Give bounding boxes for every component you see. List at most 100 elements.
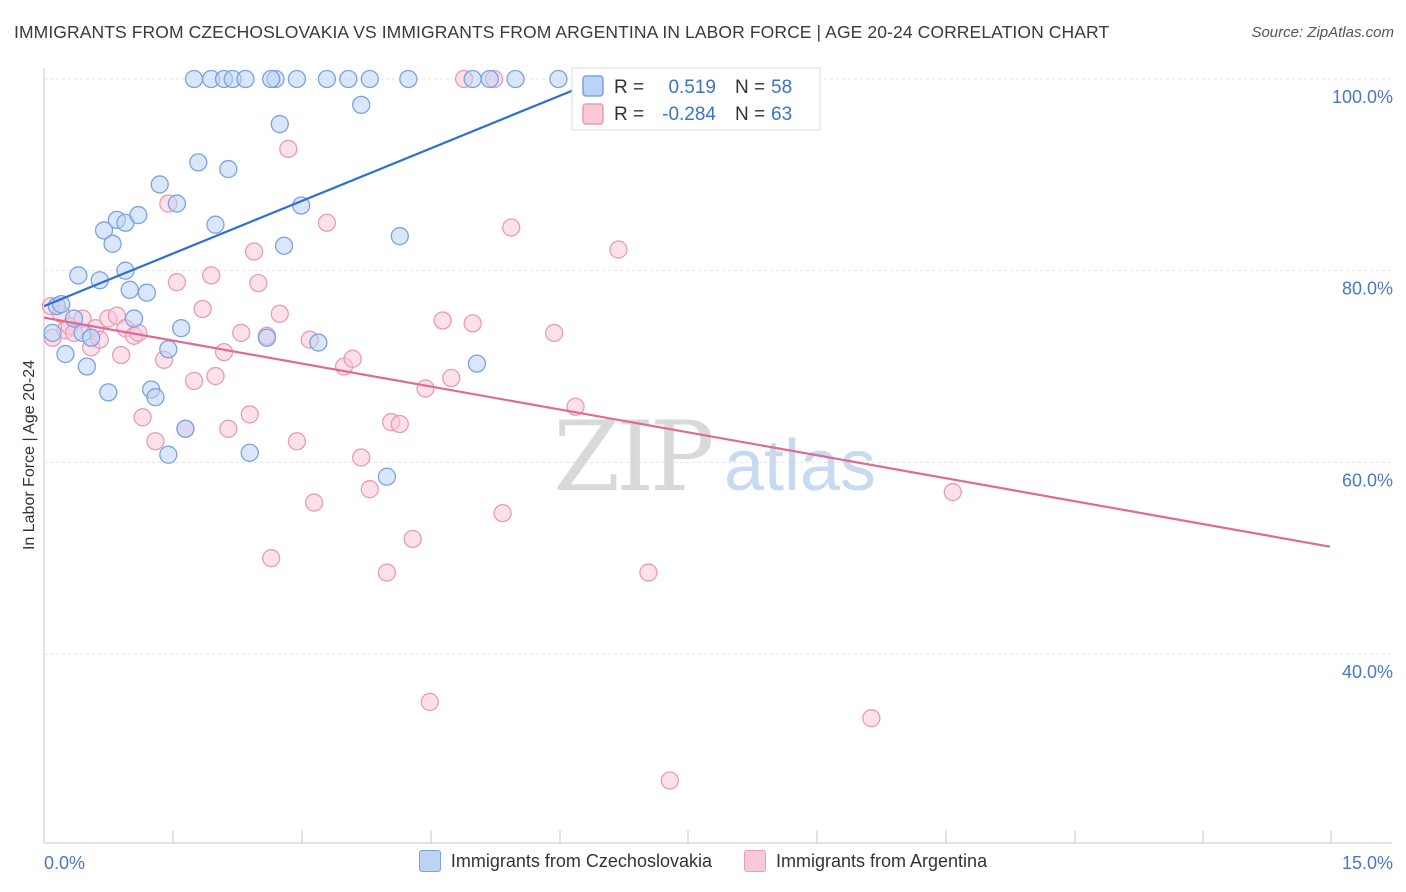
data-point — [99, 383, 118, 402]
data-point — [317, 69, 337, 89]
data-point — [249, 273, 268, 293]
series-legend: Immigrants from Czechoslovakia Immigrant… — [0, 850, 1406, 872]
source-label: Source: ZipAtlas.com — [1251, 24, 1394, 41]
data-point — [493, 503, 512, 523]
legend-n-value-2: 63 — [771, 104, 792, 125]
data-point — [159, 340, 178, 359]
y-tick-labels: 40.0% 60.0% 80.0% 100.0% — [1332, 87, 1393, 682]
data-point — [146, 432, 165, 451]
y-tick-label: 40.0% — [1342, 662, 1393, 682]
data-point — [480, 69, 499, 89]
data-point — [287, 432, 307, 451]
data-point — [442, 368, 461, 388]
y-tick-label: 60.0% — [1342, 470, 1393, 490]
data-point — [343, 349, 362, 368]
legend-swatch-blue — [582, 75, 604, 97]
data-point — [262, 69, 281, 89]
data-point — [377, 467, 397, 486]
legend-n-label-1: N = — [735, 77, 765, 98]
legend-r-label-1: R = — [614, 77, 644, 98]
axes — [43, 68, 1392, 844]
data-point — [129, 205, 148, 225]
trend-line-czechoslovakia — [43, 76, 606, 308]
data-point — [244, 242, 264, 261]
data-point — [172, 319, 191, 338]
data-point — [206, 215, 225, 234]
series-czechoslovakia-points — [43, 69, 628, 486]
data-point — [184, 69, 204, 89]
data-point — [360, 480, 379, 499]
trend-line-argentina — [43, 316, 1331, 548]
data-point — [270, 304, 289, 323]
data-point — [467, 354, 487, 373]
legend-r-value-2: -0.284 — [662, 104, 716, 125]
data-point — [360, 69, 379, 89]
y-tick-label: 100.0% — [1332, 87, 1393, 107]
data-point — [146, 388, 165, 407]
data-point — [943, 482, 962, 502]
data-point — [420, 692, 439, 712]
data-point — [502, 218, 521, 237]
legend-r-value-1: 0.519 — [668, 77, 716, 98]
legend-swatch-czechoslovakia — [418, 850, 441, 872]
data-point — [167, 194, 187, 213]
data-point — [120, 280, 139, 299]
data-point — [506, 69, 525, 89]
data-point — [463, 69, 482, 89]
data-point — [82, 328, 101, 347]
data-point — [137, 283, 157, 302]
data-point — [150, 175, 169, 194]
legend-label-argentina: Immigrants from Argentina — [776, 850, 988, 871]
data-point — [433, 311, 452, 330]
data-point — [390, 414, 409, 434]
data-point — [660, 771, 680, 790]
data-point — [262, 549, 281, 568]
watermark-zip: ZIP — [553, 401, 712, 513]
legend-n-value-1: 58 — [771, 77, 792, 98]
data-point — [317, 213, 337, 232]
x-tick-label: 15.0% — [1342, 853, 1393, 873]
data-point — [112, 345, 131, 365]
correlation-legend: R = 0.519 N = 58 R = -0.284 N = 63 — [571, 67, 821, 131]
data-point — [279, 139, 298, 159]
data-point — [862, 709, 881, 728]
data-point — [124, 309, 144, 328]
data-point — [193, 299, 212, 319]
data-point — [390, 227, 409, 246]
data-point — [133, 408, 152, 427]
data-point — [69, 266, 88, 285]
data-point — [377, 563, 397, 582]
data-point — [214, 342, 234, 362]
data-point — [463, 314, 482, 333]
data-point — [270, 114, 289, 134]
data-point — [167, 273, 187, 292]
legend-item-argentina[interactable]: Immigrants from Argentina — [744, 850, 987, 872]
data-point — [43, 323, 62, 343]
data-point — [94, 221, 114, 240]
data-point — [103, 234, 122, 253]
data-point — [609, 240, 628, 259]
x-tick-label: 0.0% — [44, 853, 85, 873]
watermark: ZIP atlas — [553, 401, 876, 513]
data-point — [304, 493, 324, 512]
data-point — [549, 69, 568, 89]
legend-label-czechoslovakia: Immigrants from Czechoslovakia — [450, 850, 712, 871]
data-point — [257, 328, 277, 347]
data-point — [184, 371, 204, 391]
data-point — [219, 419, 238, 438]
legend-item-czechoslovakia[interactable]: Immigrants from Czechoslovakia — [418, 850, 712, 872]
data-point — [403, 529, 422, 549]
trend-lines — [43, 76, 1331, 548]
data-point — [232, 323, 251, 343]
data-point — [416, 379, 435, 398]
chart-title: IMMIGRANTS FROM CZECHOSLOVAKIA VS IMMIGR… — [14, 22, 1110, 42]
data-point — [309, 333, 328, 352]
data-point — [176, 419, 195, 438]
data-point — [339, 69, 358, 89]
y-tick-label: 80.0% — [1342, 279, 1393, 299]
data-point — [287, 69, 307, 89]
data-point — [352, 448, 371, 467]
x-tick-labels: 0.0% 15.0% — [44, 853, 1393, 873]
legend-swatch-argentina — [744, 850, 766, 872]
